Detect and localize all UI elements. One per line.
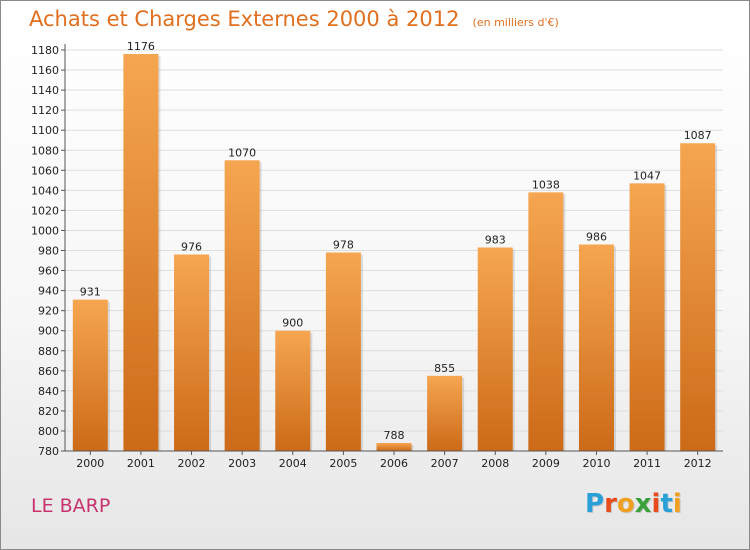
logo-letter: i bbox=[672, 489, 682, 519]
logo-letter: t bbox=[660, 489, 673, 519]
data-label: 931 bbox=[80, 286, 101, 299]
y-tick-label: 1100 bbox=[31, 124, 59, 137]
data-label: 1038 bbox=[532, 178, 560, 191]
x-tick-label: 2006 bbox=[380, 457, 408, 470]
x-tick-label: 2009 bbox=[532, 457, 560, 470]
y-tick-label: 980 bbox=[38, 245, 59, 258]
bar bbox=[427, 375, 463, 451]
bar bbox=[528, 192, 564, 452]
y-tick-label: 940 bbox=[38, 285, 59, 298]
y-tick-label: 880 bbox=[38, 345, 59, 358]
bar bbox=[174, 254, 210, 451]
y-tick-label: 900 bbox=[38, 325, 59, 338]
x-tick-label: 2008 bbox=[481, 457, 509, 470]
data-label: 978 bbox=[333, 239, 354, 252]
y-tick-label: 1120 bbox=[31, 104, 59, 117]
data-label: 976 bbox=[181, 241, 202, 254]
data-label: 986 bbox=[586, 230, 607, 243]
logo-letter: i bbox=[651, 489, 661, 519]
data-label: 788 bbox=[384, 429, 405, 442]
bar bbox=[477, 247, 513, 451]
data-label: 1087 bbox=[684, 129, 712, 142]
y-tick-label: 1080 bbox=[31, 144, 59, 157]
x-tick-label: 2007 bbox=[431, 457, 459, 470]
bar bbox=[224, 160, 260, 451]
y-tick-label: 1180 bbox=[31, 44, 59, 57]
bars bbox=[72, 54, 718, 452]
y-tick-label: 920 bbox=[38, 305, 59, 318]
logo-letter: P bbox=[585, 489, 605, 519]
data-label: 900 bbox=[282, 317, 303, 330]
data-label: 1176 bbox=[127, 40, 155, 53]
y-tick-label: 1000 bbox=[31, 224, 59, 237]
x-tick-label: 2001 bbox=[127, 457, 155, 470]
y-tick-label: 780 bbox=[38, 445, 59, 458]
commune-name: LE BARP bbox=[31, 495, 111, 517]
bar bbox=[72, 299, 108, 451]
x-tick-label: 2011 bbox=[633, 457, 661, 470]
x-tick-label: 2000 bbox=[76, 457, 104, 470]
x-tick-label: 2012 bbox=[684, 457, 712, 470]
y-tick-label: 1160 bbox=[31, 64, 59, 77]
y-tick-label: 800 bbox=[38, 425, 59, 438]
chart-unit-note: (en milliers d'€) bbox=[472, 16, 559, 29]
chart-title: Achats et Charges Externes 2000 à 2012 (… bbox=[29, 7, 559, 31]
y-tick-label: 1140 bbox=[31, 84, 59, 97]
bar bbox=[629, 183, 665, 451]
logo-letter: x bbox=[634, 489, 652, 519]
axes: 780 800 820 840 860 880 900 920 940 960 980 1000 102… bbox=[31, 44, 723, 470]
bar bbox=[325, 252, 361, 451]
x-tick-label: 2002 bbox=[178, 457, 206, 470]
bar bbox=[123, 54, 159, 451]
chart-title-text: Achats et Charges Externes 2000 à 2012 bbox=[29, 7, 460, 31]
y-tick-label: 860 bbox=[38, 365, 59, 378]
data-label: 983 bbox=[485, 233, 506, 246]
bar bbox=[275, 330, 311, 451]
y-tick-label: 960 bbox=[38, 265, 59, 278]
bar bbox=[680, 143, 716, 452]
data-label: 1047 bbox=[633, 169, 661, 182]
data-label: 1070 bbox=[228, 146, 256, 159]
logo-letter: o bbox=[616, 489, 635, 519]
x-tick-label: 2003 bbox=[228, 457, 256, 470]
proxiti-logo: Proxiti bbox=[585, 489, 682, 519]
x-tick-label: 2004 bbox=[279, 457, 307, 470]
x-tick-label: 2005 bbox=[329, 457, 357, 470]
bar bbox=[578, 244, 614, 451]
gridlines bbox=[65, 49, 723, 452]
y-tick-label: 820 bbox=[38, 405, 59, 418]
logo-letter: r bbox=[604, 489, 617, 519]
x-tick-label: 2010 bbox=[582, 457, 610, 470]
bar bbox=[376, 442, 412, 451]
y-tick-label: 840 bbox=[38, 385, 59, 398]
y-tick-label: 1040 bbox=[31, 184, 59, 197]
y-tick-label: 1060 bbox=[31, 164, 59, 177]
data-labels: 931 1176 976 1070 900 978 788 855 983 1038 986 1047… bbox=[80, 40, 712, 442]
y-tick-label: 1020 bbox=[31, 204, 59, 217]
data-label: 855 bbox=[434, 362, 455, 375]
